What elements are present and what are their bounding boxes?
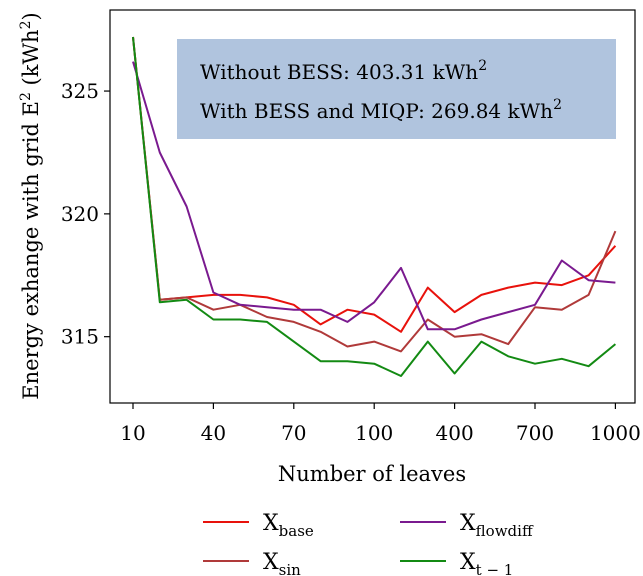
legend-label: Xsin (263, 550, 301, 576)
y-axis-ticks: 315 320 325 (61, 79, 110, 349)
series-line-t-1 (132, 36, 617, 377)
x-tick-label: 100 (355, 421, 393, 445)
series-line-sin (132, 36, 617, 353)
x-axis-ticks: 10 40 70 100 400 700 1000 (120, 403, 641, 445)
series-lines (132, 36, 617, 377)
legend: Xbase Xsin Xflowdiff Xt − 1 (203, 511, 534, 576)
series-line-base (132, 36, 617, 333)
x-tick-label: 10 (120, 421, 145, 445)
y-tick-label: 325 (61, 79, 99, 103)
annotation-line-1: Without BESS: 403.31 kWh2 (200, 58, 487, 84)
x-axis-label: Number of leaves (278, 462, 466, 486)
x-tick-label: 700 (516, 421, 554, 445)
plot-frame (109, 9, 636, 404)
legend-label: Xbase (263, 511, 314, 540)
y-axis-label: Energy exhange with grid E2 (kWh2) (18, 12, 43, 399)
x-tick-label: 400 (436, 421, 474, 445)
legend-label: Xflowdiff (460, 511, 534, 540)
x-tick-label: 70 (281, 421, 306, 445)
x-tick-label: 40 (201, 421, 226, 445)
y-tick-label: 315 (61, 325, 99, 349)
series-line-flowdiff (132, 61, 616, 331)
x-tick-label: 1000 (590, 421, 641, 445)
legend-label: Xt − 1 (460, 550, 513, 576)
annotation-line-2: With BESS and MIQP: 269.84 kWh2 (200, 97, 562, 123)
annotation-box: Without BESS: 403.31 kWh2 With BESS and … (177, 39, 616, 139)
annotation-background (177, 39, 616, 139)
y-tick-label: 320 (61, 202, 99, 226)
